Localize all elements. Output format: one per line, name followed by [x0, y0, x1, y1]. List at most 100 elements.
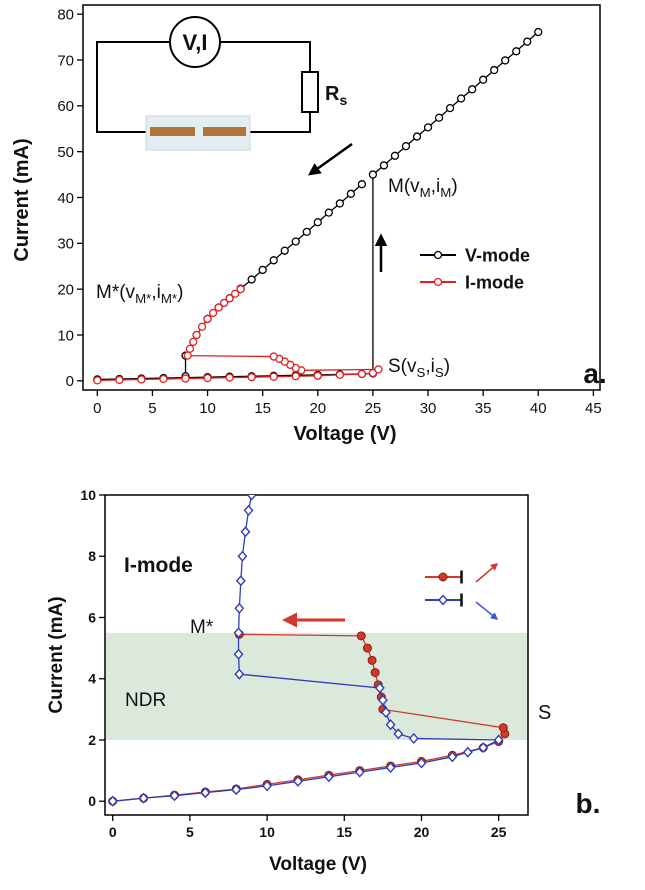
- circle-marker: [181, 374, 190, 383]
- annotation-subscript: M: [440, 185, 451, 200]
- circle-marker: [137, 375, 146, 384]
- circle-marker: [335, 370, 344, 380]
- diamond-marker: [462, 746, 473, 758]
- diamond-marker: [393, 728, 404, 740]
- x-tick-label: 45: [585, 400, 602, 417]
- circle-marker: [159, 374, 168, 384]
- annotation-part: ,i: [431, 176, 441, 197]
- circle-marker: [438, 572, 448, 582]
- circle-marker: [423, 123, 433, 132]
- y-tick-label: 30: [57, 236, 74, 253]
- circle-marker: [434, 113, 444, 122]
- circle-marker: [379, 161, 389, 170]
- circle-marker: [335, 199, 344, 208]
- diamond-marker: [235, 575, 246, 587]
- diamond-marker: [237, 550, 248, 562]
- circle-marker: [225, 373, 234, 382]
- diamond-marker: [234, 668, 245, 680]
- circle-marker: [479, 75, 488, 84]
- wire: [96, 41, 311, 133]
- circle-marker: [185, 344, 195, 353]
- circle-marker: [115, 375, 124, 385]
- y-axis-title: Current (mA): [11, 138, 33, 261]
- diamond-marker: [385, 719, 396, 731]
- y-tick-label: 80: [57, 6, 74, 23]
- plot-area: [93, 27, 543, 385]
- panel-label: b.: [576, 788, 601, 819]
- annotation-part: ): [451, 176, 457, 197]
- circuit-inset: [96, 16, 319, 151]
- x-tick-label: 20: [309, 400, 326, 417]
- resistor-symbol: R: [325, 83, 340, 105]
- circle-marker: [490, 65, 499, 75]
- circle-marker: [357, 180, 367, 189]
- y-tick-label: 2: [88, 732, 96, 748]
- ndr-band: [105, 632, 528, 740]
- diamond-marker: [381, 706, 391, 718]
- annotation-subscript: M*: [161, 291, 177, 306]
- circle-marker: [501, 56, 510, 65]
- circle-marker: [192, 330, 201, 340]
- y-tick-label: 8: [88, 548, 96, 564]
- annotation-part: M*(v: [96, 282, 136, 303]
- x-tick-label: 15: [254, 400, 271, 417]
- diamond-marker: [478, 742, 489, 754]
- circle-marker: [445, 103, 455, 113]
- sweep-arrow: [307, 142, 353, 176]
- diamond-marker: [377, 694, 388, 706]
- diamond-marker: [385, 761, 396, 774]
- x-tick-label: 0: [109, 824, 117, 840]
- diamond-marker: [200, 787, 211, 799]
- circle-marker: [374, 365, 383, 374]
- annotation-subscript: S: [417, 365, 426, 380]
- y-tick-label: 0: [66, 373, 74, 390]
- diamond-marker: [107, 795, 118, 807]
- annotation: S(vS,iS): [388, 356, 450, 380]
- circle-marker: [258, 265, 267, 275]
- circle-marker: [225, 294, 234, 303]
- diamond-marker: [169, 790, 180, 802]
- circle-marker: [367, 655, 377, 665]
- circle-marker: [357, 369, 367, 379]
- circle-marker: [203, 373, 212, 383]
- annotation-part: ): [177, 282, 183, 303]
- circle-marker: [390, 151, 400, 160]
- circle-marker: [280, 246, 289, 255]
- diamond-marker: [293, 775, 303, 787]
- annotation-part: ,i: [425, 356, 435, 377]
- plot-area: [107, 495, 510, 807]
- circle-marker: [324, 208, 333, 217]
- circle-marker: [208, 308, 218, 318]
- y-axis-title: Current (mA): [46, 596, 67, 713]
- circle-marker: [219, 298, 229, 308]
- circle-marker: [197, 322, 207, 331]
- y-tick-label: 70: [57, 52, 74, 69]
- circle-marker: [291, 372, 300, 381]
- x-tick-label: 40: [530, 400, 547, 417]
- y-tick-label: 4: [88, 671, 96, 687]
- y-tick-label: 20: [57, 281, 74, 298]
- circle-marker: [247, 373, 256, 382]
- legend-label: V-mode: [465, 245, 530, 265]
- legend-label: I: [459, 590, 464, 610]
- circle-marker: [230, 289, 240, 298]
- circle-marker: [523, 37, 532, 46]
- x-tick-label: 25: [365, 400, 382, 417]
- circle-marker: [313, 371, 322, 380]
- circle-marker: [401, 142, 411, 151]
- y-tick-label: 40: [57, 190, 74, 207]
- circle-marker: [498, 723, 508, 733]
- panel-label: a.: [583, 358, 606, 389]
- x-tick-label: 10: [259, 824, 275, 840]
- annotation-part: S(v: [388, 356, 417, 377]
- circle-marker: [512, 47, 521, 56]
- x-axis-title: Voltage (V): [269, 854, 367, 875]
- circle-marker: [236, 285, 245, 294]
- circle-marker: [183, 351, 192, 360]
- circle-marker: [433, 250, 443, 260]
- y-tick-label: 60: [57, 98, 74, 115]
- y-tick-label: 10: [57, 327, 74, 344]
- circle-marker: [302, 227, 311, 237]
- annotation-part: ,i: [151, 282, 161, 303]
